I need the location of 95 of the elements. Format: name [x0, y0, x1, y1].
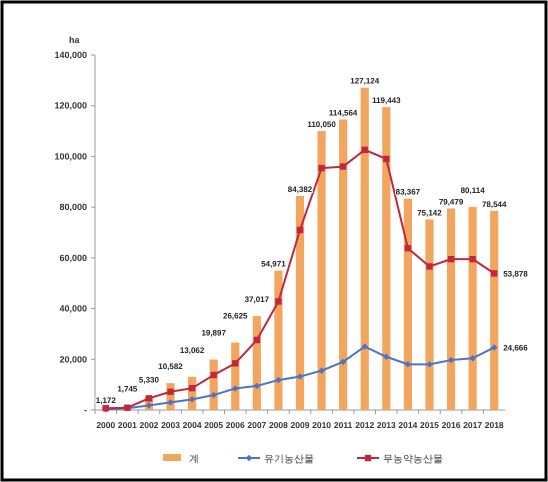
bar — [296, 196, 304, 410]
data-label: 10,582 — [158, 362, 184, 372]
data-label: 119,443 — [372, 96, 402, 106]
legend-label: 유기농산물 — [264, 454, 314, 465]
point — [167, 399, 174, 406]
point — [404, 245, 412, 252]
bar — [490, 210, 498, 410]
legend-label: 계 — [189, 454, 199, 465]
x-tick-label: 2007 — [247, 420, 267, 430]
x-tick-label: 2002 — [139, 420, 159, 430]
data-label: 80,114 — [460, 186, 486, 195]
x-tick-label: 2017 — [463, 420, 482, 430]
point — [383, 156, 390, 162]
data-label: 19,897 — [201, 328, 226, 338]
data-label: 13,062 — [180, 346, 205, 355]
y-tick-label: - — [84, 405, 87, 415]
bar — [468, 206, 477, 410]
point — [254, 336, 260, 344]
point — [210, 372, 217, 378]
x-tick-label: 2008 — [268, 420, 288, 430]
bar — [382, 107, 390, 410]
point — [318, 367, 325, 374]
x-tick-label: 2000 — [96, 420, 116, 430]
y-tick-label: 80,000 — [59, 202, 87, 212]
data-label: 24,666 — [503, 343, 528, 352]
x-tick-label: 2018 — [484, 420, 504, 430]
bar — [404, 198, 412, 410]
y-tick-label: 120,000 — [54, 100, 87, 111]
data-label: 127,124 — [350, 76, 380, 86]
x-tick-label: 2005 — [204, 420, 224, 430]
data-label: 110,050 — [307, 120, 336, 129]
point — [362, 146, 368, 154]
point — [448, 256, 454, 262]
point — [362, 343, 368, 350]
data-label: 1,745 — [117, 384, 138, 394]
x-tick-label: 2011 — [334, 420, 353, 430]
point — [167, 388, 174, 395]
data-label: 78,544 — [482, 200, 507, 209]
x-tick-label: 2010 — [312, 420, 332, 430]
bar — [339, 120, 348, 410]
data-label: 75,142 — [417, 208, 442, 218]
y-tick-label: 20,000 — [59, 354, 87, 364]
data-label: 37,017 — [244, 295, 270, 304]
bar — [446, 208, 456, 410]
y-tick-label: 40,000 — [59, 304, 87, 314]
y-tick-label: 140,000 — [54, 50, 87, 60]
y-tick-label: 60,000 — [59, 252, 87, 263]
point — [296, 373, 304, 380]
point — [340, 163, 346, 170]
data-label: 83,367 — [396, 188, 421, 197]
point — [491, 270, 498, 277]
data-label: 114,564 — [328, 108, 358, 118]
point — [188, 384, 196, 392]
bar — [317, 130, 326, 410]
data-label: 79,479 — [438, 197, 464, 206]
point — [426, 361, 433, 368]
data-label: 5,330 — [138, 375, 160, 384]
point — [340, 358, 346, 366]
bar — [360, 88, 369, 410]
point — [275, 298, 282, 305]
data-label: 53,878 — [503, 269, 528, 278]
point — [188, 396, 196, 403]
x-tick-label: 2016 — [442, 420, 461, 430]
y-tick-label: 100,000 — [54, 151, 87, 162]
bar — [425, 219, 434, 410]
x-tick-label: 2003 — [161, 420, 180, 430]
point — [448, 356, 454, 364]
x-tick-label: 2004 — [182, 420, 202, 430]
point — [210, 392, 217, 398]
point — [232, 360, 238, 367]
x-tick-label: 2009 — [290, 420, 310, 430]
x-tick-label: 2006 — [226, 420, 245, 430]
data-label: 84,382 — [288, 185, 313, 194]
point — [275, 376, 282, 384]
x-tick-label: 2012 — [355, 420, 374, 430]
point — [318, 164, 325, 172]
x-tick-label: 2001 — [118, 420, 138, 430]
x-tick-label: 2015 — [420, 420, 440, 430]
x-tick-label: 2013 — [376, 420, 396, 430]
data-label: 26,625 — [223, 311, 248, 320]
y-axis-title: ha — [69, 35, 80, 45]
data-label: 1,172 — [96, 396, 116, 406]
point — [404, 361, 412, 368]
data-label: 54,971 — [261, 260, 286, 269]
point — [469, 355, 476, 362]
bar — [252, 316, 261, 410]
x-tick-label: 2014 — [398, 420, 418, 430]
point — [254, 382, 260, 390]
point — [232, 385, 238, 392]
point — [469, 256, 476, 262]
point — [146, 395, 152, 402]
point — [491, 344, 498, 351]
legend-label: 무농약농산물 — [383, 454, 443, 465]
point — [383, 354, 390, 360]
bar — [274, 270, 283, 410]
